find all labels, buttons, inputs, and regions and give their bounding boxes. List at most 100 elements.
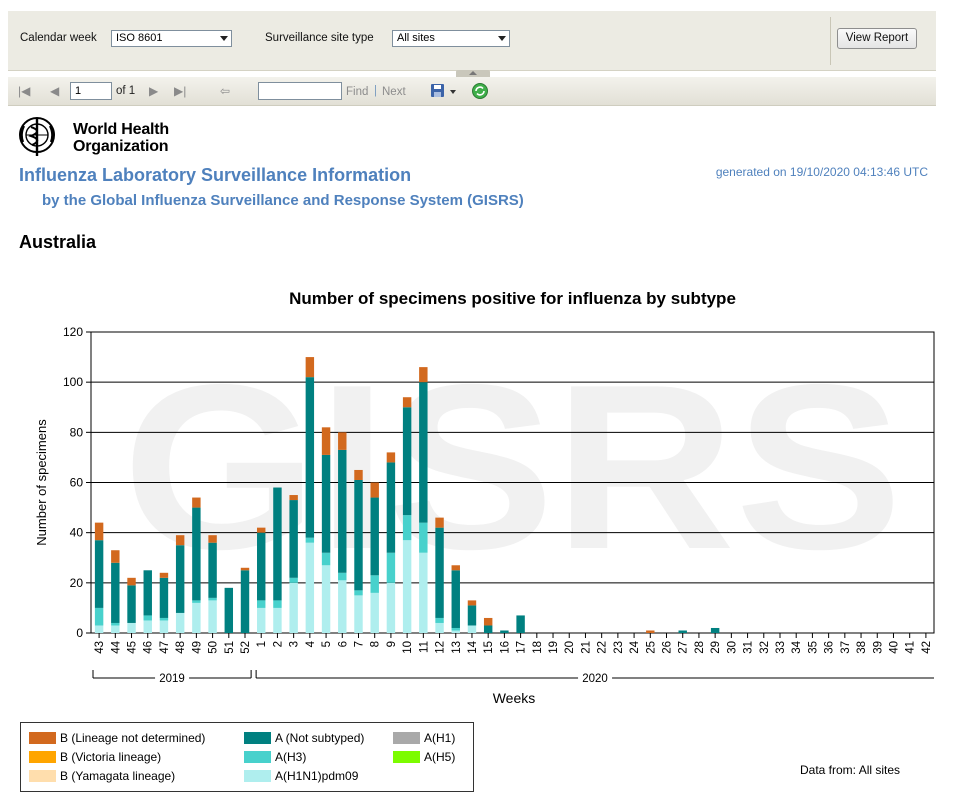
x-tick-label: 31: [743, 641, 755, 654]
bar-segment: [338, 580, 347, 633]
calendar-week-select[interactable]: ISO 8601: [111, 30, 232, 47]
bar-segment: [321, 427, 331, 455]
find-input[interactable]: [258, 82, 342, 100]
bar-segment: [273, 607, 282, 633]
bar-segment: [435, 527, 444, 618]
refresh-icon[interactable]: [471, 82, 489, 100]
view-report-button[interactable]: View Report: [837, 28, 917, 49]
watermark: GISRS: [123, 335, 903, 598]
bar-segment: [354, 479, 363, 591]
bar-segment: [419, 367, 428, 383]
report-toolbar: |◀ ◀ 1 of 1 ▶ ▶| ⇦ Find | Next: [8, 77, 936, 106]
x-tick-label: 18: [532, 641, 544, 654]
bar-segment: [127, 585, 136, 623]
export-icon[interactable]: [430, 83, 458, 100]
bar-segment: [127, 622, 136, 633]
chevron-down-icon: [220, 36, 228, 41]
site-type-label: Surveillance site type: [265, 32, 374, 44]
bar-segment: [127, 577, 136, 586]
find-next-link[interactable]: Next: [382, 86, 406, 98]
x-tick-label: 39: [872, 641, 884, 654]
y-tick-label: 80: [70, 425, 84, 439]
x-tick-label: 25: [645, 641, 657, 654]
bar-segment: [175, 535, 185, 546]
y-tick-label: 0: [76, 626, 83, 640]
x-tick-label: 10: [402, 641, 414, 654]
x-tick-label: 2: [272, 641, 284, 647]
x-tick-label: 36: [824, 641, 836, 654]
x-tick-label: 7: [353, 641, 365, 647]
bar-segment: [321, 454, 331, 553]
legend-label: A(H1N1)pdm09: [275, 769, 359, 783]
bar-segment: [94, 607, 104, 626]
bar-segment: [402, 515, 412, 541]
x-tick-label: 21: [580, 641, 592, 654]
y-tick-label: 40: [70, 526, 84, 540]
data-source: Data from: All sites: [800, 763, 901, 777]
calendar-week-value: ISO 8601: [116, 32, 163, 44]
legend-swatch: [393, 732, 420, 744]
x-tick-label: 37: [840, 641, 852, 654]
x-tick-label: 42: [921, 641, 933, 654]
next-page-icon[interactable]: ▶: [149, 84, 159, 98]
bar-segment: [646, 630, 655, 633]
bar-segment: [402, 397, 412, 408]
legend-label: A (Not subtyped): [275, 731, 365, 745]
bar-segment: [273, 600, 282, 608]
bar-segment: [111, 562, 120, 623]
find-link[interactable]: Find: [346, 86, 369, 98]
legend-label: A(H1): [424, 731, 456, 745]
org-name-line1: World Health: [73, 121, 169, 138]
bar-segment: [402, 407, 412, 516]
page-number-input[interactable]: 1: [70, 82, 112, 100]
bar-segment: [175, 545, 185, 613]
chart-legend: B (Lineage not determined) B (Victoria li…: [20, 722, 474, 792]
x-tick-label: 20: [564, 641, 576, 654]
plot-frame: [90, 331, 935, 634]
bar-segment: [451, 627, 460, 631]
bar-segment: [159, 577, 169, 618]
legend-swatch: [393, 751, 420, 763]
bar-segment: [354, 469, 363, 480]
legend-item: A (Not subtyped): [244, 731, 364, 745]
bar-segment: [500, 630, 509, 633]
x-tick-label: 11: [418, 641, 430, 653]
x-tick-label: 1: [256, 641, 268, 647]
bar-segment: [370, 497, 379, 576]
bar-segment: [273, 487, 282, 601]
legend-item: A(H5): [393, 750, 455, 764]
x-tick-label: 5: [321, 641, 333, 647]
bar-segment: [111, 625, 120, 633]
bar-segment: [483, 617, 493, 626]
report-title: Influenza Laboratory Surveillance Inform…: [19, 165, 412, 185]
year-label: 2020: [582, 673, 608, 685]
bar-segment: [111, 622, 120, 626]
legend-item: A(H1): [393, 731, 455, 745]
previous-page-icon[interactable]: ◀: [50, 84, 60, 98]
first-page-icon[interactable]: |◀: [18, 84, 31, 98]
influenza-subtype-chart: Number of specimens positive for influen…: [34, 289, 935, 706]
generated-timestamp: generated on 19/10/2020 04:13:46 UTC: [715, 165, 928, 179]
bar-segment: [289, 577, 298, 583]
legend-item: B (Yamagata lineage): [29, 769, 175, 783]
back-icon[interactable]: ⇦: [220, 84, 231, 98]
legend-item: A(H3): [244, 750, 306, 764]
bar-segment: [386, 462, 396, 553]
bar-segment: [208, 535, 217, 543]
x-tick-label: 43: [94, 641, 106, 654]
bar-segment: [354, 590, 363, 596]
last-page-icon[interactable]: ▶|: [174, 84, 187, 98]
site-type-select[interactable]: All sites: [392, 30, 510, 47]
bar-segment: [451, 570, 460, 628]
bar-segment: [467, 605, 477, 626]
collapse-parameters-button[interactable]: [456, 70, 490, 77]
bar-segment: [516, 615, 525, 633]
calendar-week-label: Calendar week: [20, 32, 97, 44]
x-tick-label: 30: [726, 641, 738, 654]
org-name-line2: Organization: [73, 138, 169, 155]
bar-segment: [435, 517, 444, 528]
legend-label: B (Victoria lineage): [60, 750, 162, 764]
y-axis-label: Number of specimens: [34, 419, 49, 546]
x-tick-label: 16: [499, 641, 511, 654]
report-subtitle: by the Global Influenza Surveillance and…: [42, 192, 524, 209]
